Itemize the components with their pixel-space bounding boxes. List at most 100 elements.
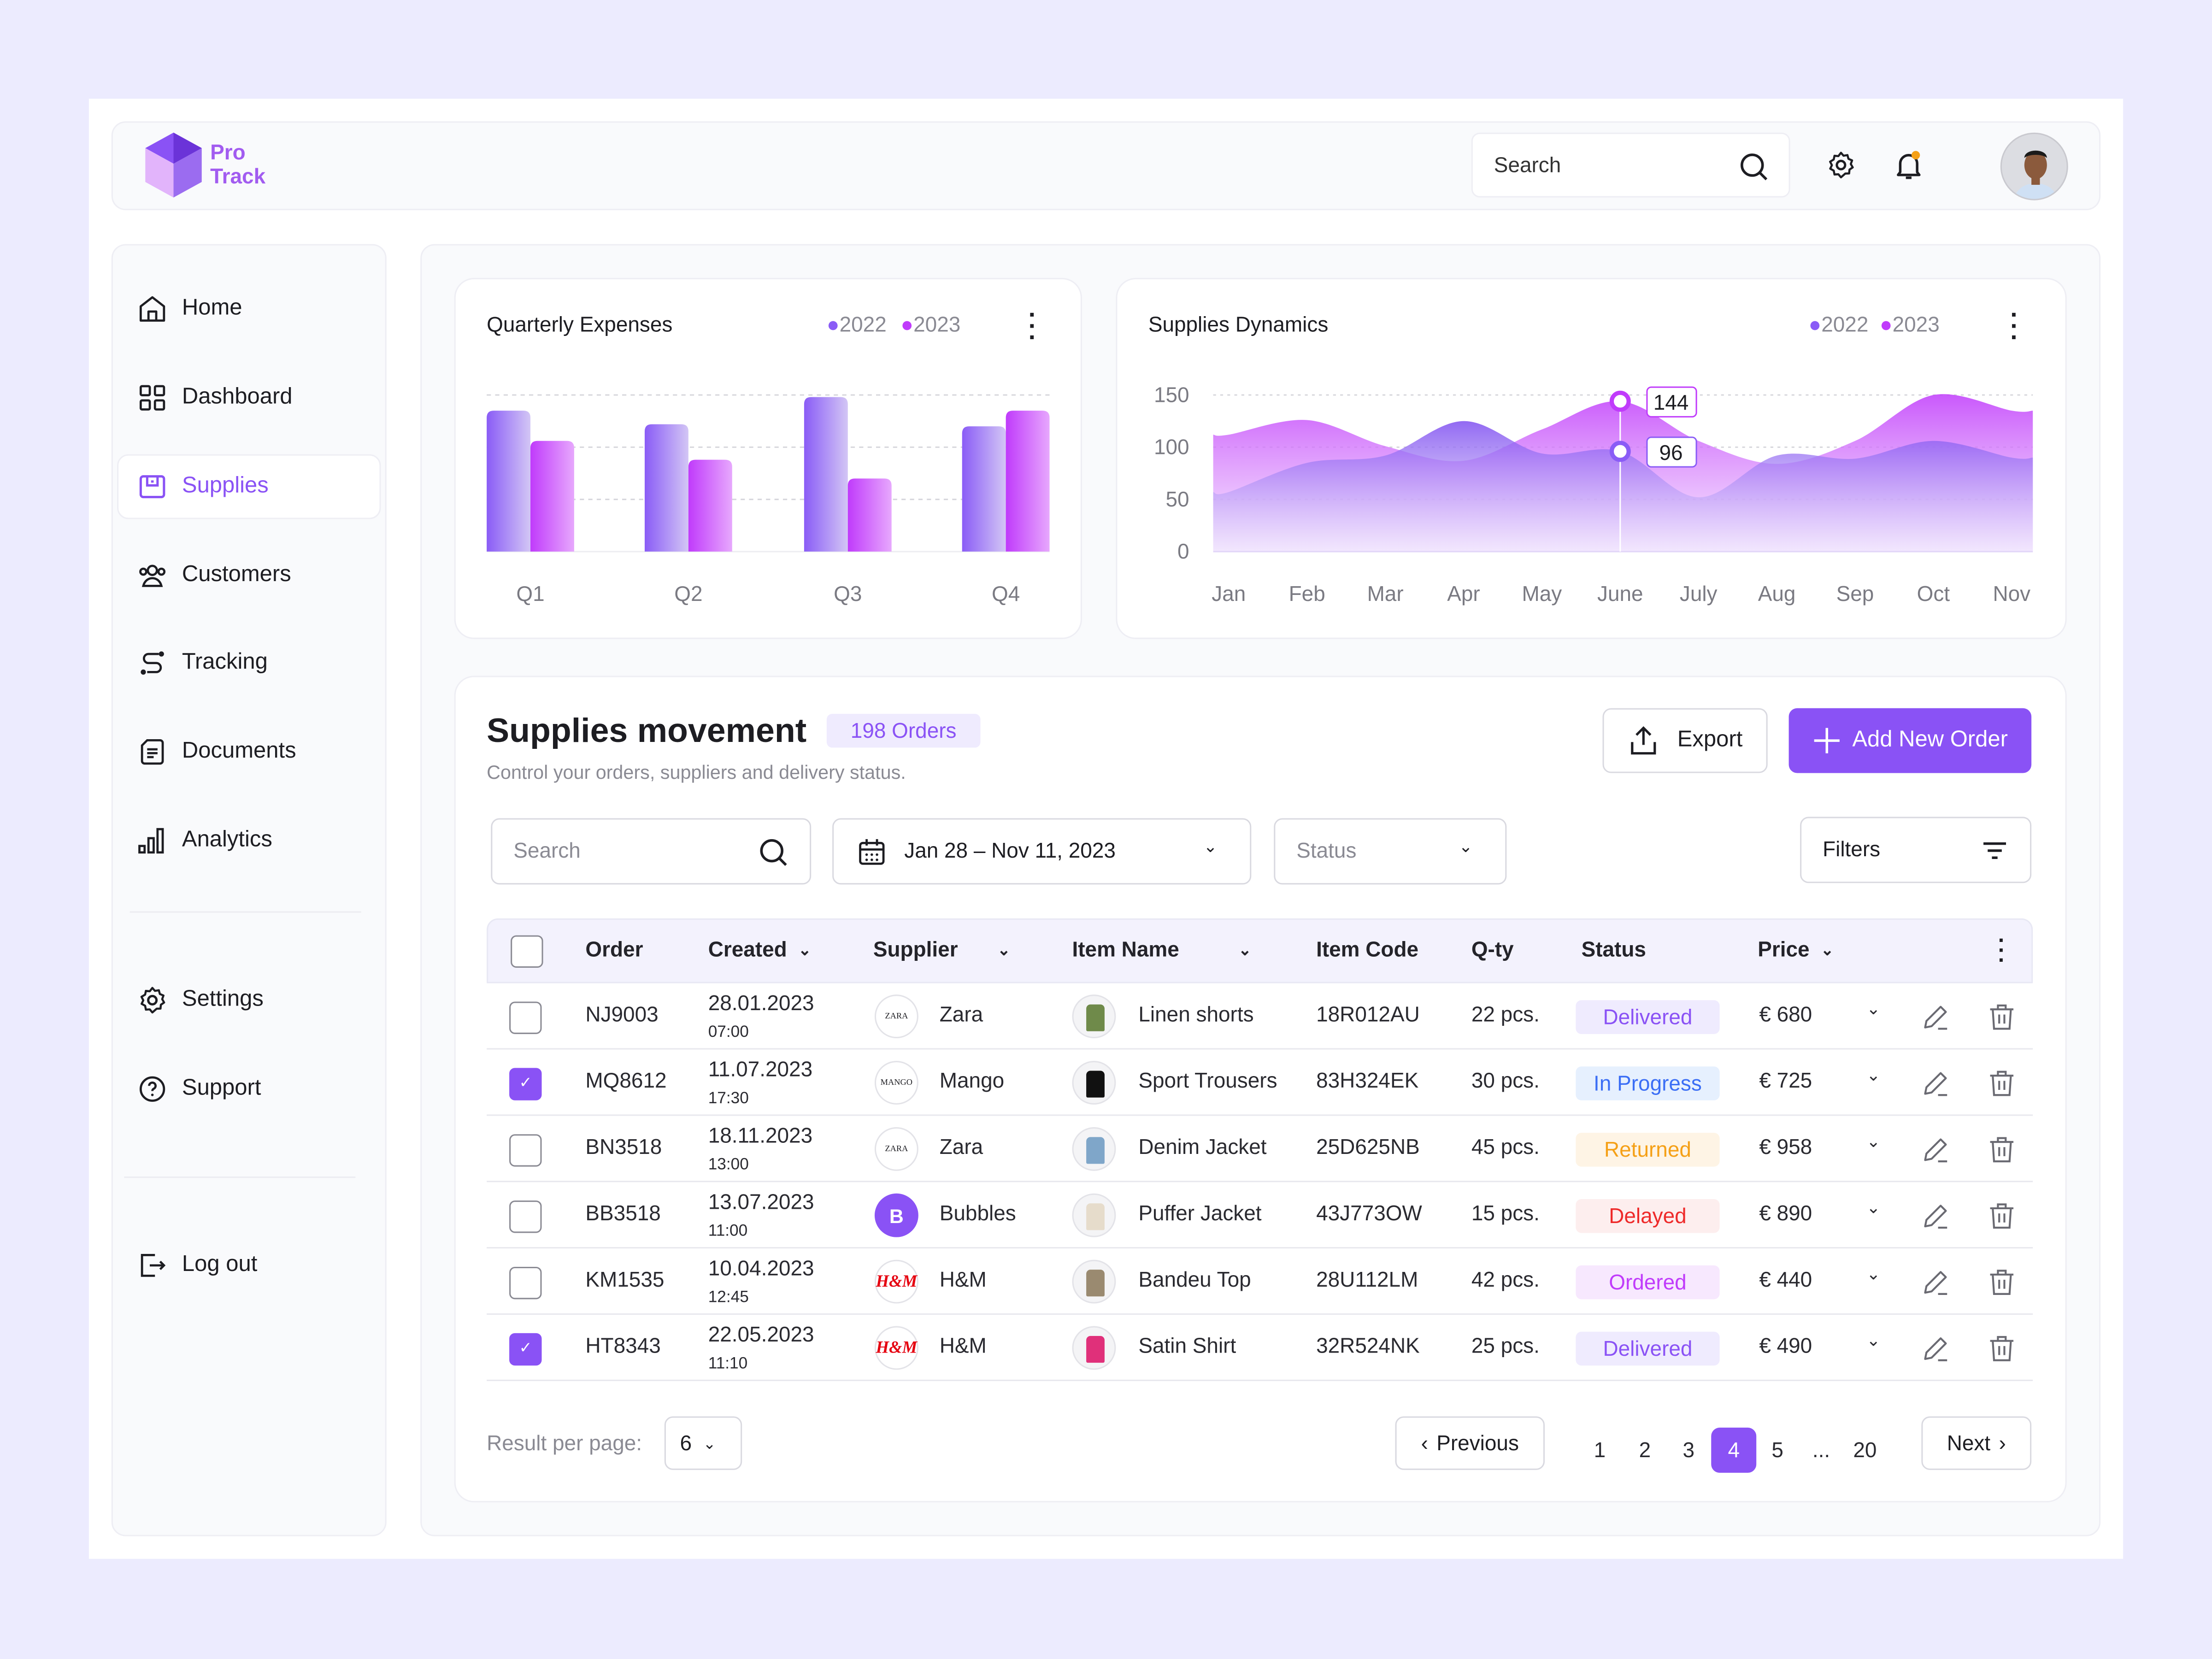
table-row[interactable]: NJ9003 28.01.2023 07:00 ZARA Zara Linen … [487,983,2033,1050]
tooltip-value: 96 [1659,441,1683,465]
edit-icon[interactable] [1920,1200,1951,1231]
check-icon: ✓ [519,1075,532,1092]
row-checkbox[interactable] [509,1001,542,1034]
upload-icon [1631,726,1656,755]
column-created[interactable]: Created ⌄ [708,938,812,962]
section-subtitle: Control your orders, suppliers and deliv… [487,762,906,783]
x-tick-label: Q4 [992,582,1020,606]
route-icon [141,651,164,675]
sidebar-item-home[interactable]: Home [137,292,242,326]
sidebar-item-dashboard[interactable]: Dashboard [137,381,293,415]
order-id[interactable]: BN3518 [585,1135,662,1160]
header-search[interactable]: Search [1471,132,1790,198]
table-search[interactable]: Search [491,818,812,885]
sidebar-item-supplies[interactable]: Supplies [137,470,269,503]
table-row[interactable]: KM1535 10.04.2023 12:45 H&M H&M Bandeu T… [487,1248,2033,1315]
page-3[interactable]: 3 [1683,1438,1695,1462]
x-tick-label: Mar [1367,582,1404,606]
row-checkbox[interactable] [509,1134,542,1167]
sidebar-item-support[interactable]: Support [137,1072,261,1106]
row-checkbox[interactable] [509,1266,542,1300]
tooltip-box [1646,436,1697,468]
order-id[interactable]: HT8343 [585,1334,661,1359]
column-item-name[interactable]: Item Name ⌄ [1072,938,1252,962]
page-2[interactable]: 2 [1639,1438,1651,1462]
table-search-input[interactable]: Search [513,839,581,864]
y-tick-label: 150 [1154,382,1189,406]
edit-icon[interactable] [1920,1333,1951,1364]
table-options-icon[interactable]: · · · [1998,930,2006,974]
order-id[interactable]: BB3518 [585,1202,661,1226]
expand-chevron-icon[interactable]: ⌄ [1866,999,1881,1019]
trash-icon[interactable] [1986,1134,2017,1165]
order-id[interactable]: MQ8612 [585,1069,667,1094]
page-20[interactable]: 20 [1853,1438,1877,1462]
table-row[interactable]: BB3518 13.07.2023 11:00 B Bubbles Puffer… [487,1182,2033,1249]
area-chart: 0 50 100 150 144 96 Jan Feb Mar Apr May June July Aug… [1154,382,2033,606]
supplier-logo: H&M [874,1326,918,1370]
table-row[interactable]: ✓ HT8343 22.05.2023 11:10 H&M H&M Satin … [487,1315,2033,1381]
column-supplier[interactable]: Supplier ⌄ [873,938,1011,962]
select-all-checkbox[interactable] [511,935,543,968]
sidebar-label: Customers [182,563,291,587]
edit-icon[interactable] [1920,1267,1951,1298]
sidebar-item-tracking[interactable]: Tracking [137,646,268,680]
y-tick-label: 50 [1166,487,1189,511]
per-page-select[interactable]: 6 ⌄ [664,1416,742,1470]
x-tick-label: Jan [1212,582,1246,606]
table-row[interactable]: BN3518 18.11.2023 13:00 ZARA Zara Denim … [487,1116,2033,1182]
trash-icon[interactable] [1986,1333,2017,1364]
order-id[interactable]: KM1535 [585,1268,665,1293]
sidebar-item-logout[interactable]: Log out [137,1248,257,1282]
sidebar-item-analytics[interactable]: Analytics [137,824,272,858]
page-4[interactable]: 4 [1711,1427,1757,1473]
table-row[interactable]: ✓ MQ8612 11.07.2023 17:30 MANGO Mango Sp… [487,1050,2033,1116]
logo-line-1: Pro [210,141,246,165]
sidebar-item-documents[interactable]: Documents [137,735,296,769]
row-checkbox[interactable]: ✓ [509,1333,542,1366]
gear-icon[interactable] [1825,149,1856,180]
edit-icon[interactable] [1920,1068,1951,1099]
add-new-order-button[interactable]: Add New Order [1788,708,2032,773]
next-page-button[interactable]: Next › [1921,1416,2032,1470]
filters-button[interactable]: Filters [1800,817,2032,883]
expand-chevron-icon[interactable]: ⌄ [1866,1197,1881,1218]
x-tick-label: Sep [1836,582,1874,606]
table-header [487,918,2033,983]
quantity: 25 pcs. [1471,1334,1540,1359]
previous-page-button[interactable]: ‹ Previous [1395,1416,1545,1470]
order-id[interactable]: NJ9003 [585,1003,659,1027]
avatar[interactable] [2000,132,2068,200]
expand-chevron-icon[interactable]: ⌄ [1866,1264,1881,1284]
created-date: 11.07.2023 [708,1058,813,1082]
expand-chevron-icon[interactable]: ⌄ [1866,1065,1881,1085]
edit-icon[interactable] [1920,1134,1951,1165]
plus-icon [1814,728,1840,753]
row-checkbox[interactable] [509,1200,542,1233]
area-series-2022 [1213,421,2033,552]
column-price[interactable]: Price ⌄ [1758,938,1834,962]
edit-icon[interactable] [1920,1001,1951,1032]
expand-chevron-icon[interactable]: ⌄ [1866,1131,1881,1151]
page-1[interactable]: 1 [1594,1438,1606,1462]
expand-chevron-icon[interactable]: ⌄ [1866,1330,1881,1350]
bell-icon[interactable] [1892,148,1925,182]
trash-icon[interactable] [1986,1200,2017,1231]
page-5[interactable]: 5 [1771,1438,1783,1462]
bar-2022-Q4 [962,426,1006,552]
export-button[interactable]: Export [1602,708,1768,773]
date-range-picker[interactable]: Jan 28 – Nov 11, 2023 ⌄ [832,818,1252,885]
row-checkbox[interactable]: ✓ [509,1068,542,1100]
sidebar-item-customers[interactable]: Customers [137,559,291,592]
search-icon[interactable] [1738,151,1769,182]
trash-icon[interactable] [1986,1267,2017,1298]
trash-icon[interactable] [1986,1001,2017,1032]
trash-icon[interactable] [1986,1068,2017,1099]
price: € 440 [1759,1268,1812,1293]
gear-icon [140,987,165,1014]
sidebar-item-settings[interactable]: Settings [137,983,264,1017]
status-dropdown[interactable]: Status ⌄ [1274,818,1507,885]
header-search-input[interactable]: Search [1494,153,1561,178]
search-icon[interactable] [758,836,788,867]
logo-text: Pro Track [210,141,265,189]
